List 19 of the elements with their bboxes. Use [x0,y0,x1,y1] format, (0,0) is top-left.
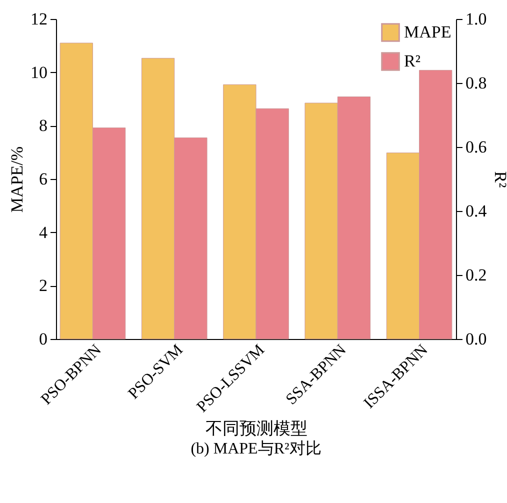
y-tick-label: 12 [30,10,48,28]
y2-tick-label: 0.0 [466,330,487,348]
y-tick-label: 10 [30,62,48,82]
y-tick-label: 0 [39,330,48,348]
x-axis-title: 不同预测模型 [206,419,308,438]
y2-tick-label: 0.6 [466,138,487,156]
text: (b) MAPE与R²对比 [190,440,322,458]
y-axis-title: MAPE/% [8,146,26,213]
y2-tick-label: 0.4 [466,202,488,220]
y-tick-label: 6 [39,170,48,188]
y2-axis-title: R² [490,171,507,188]
legend-label: MAPE [404,22,452,42]
y-tick-label: 2 [39,276,48,296]
legend-label: R² [404,52,420,70]
y-tick-label: 8 [39,116,48,136]
y2-tick-label: 1.0 [466,10,487,28]
y2-tick-label: 0.2 [466,266,487,284]
y2-tick-label: 0.8 [466,74,487,92]
y-tick-label: 4 [39,222,48,242]
